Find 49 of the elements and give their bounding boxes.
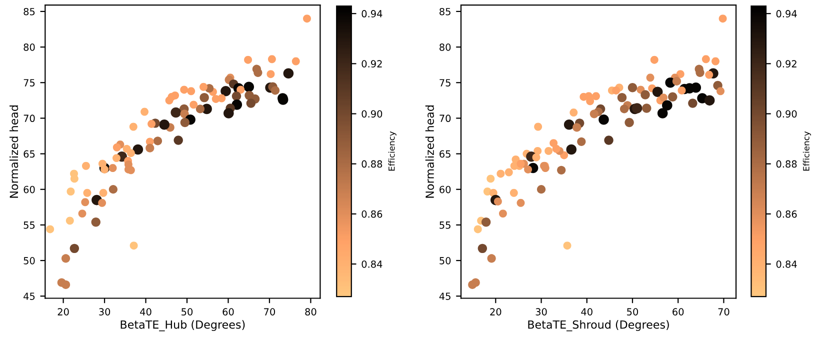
x-axis-title: BetaTE_Hub (Degrees) (120, 320, 245, 332)
y-tick-label: 85 (440, 8, 450, 16)
x-tick-label: 40 (581, 308, 592, 316)
y-tick-label: 55 (440, 222, 450, 229)
y-axis-title: Normalized head (10, 106, 18, 198)
x-tick-label: 20 (58, 308, 69, 316)
color-bar-label: 0.88 (776, 160, 797, 168)
color-bar-label: 0.90 (776, 110, 797, 118)
y-tick-label: 65 (440, 150, 450, 158)
color-bar-label: 0.84 (776, 260, 797, 268)
y-tick-label: 60 (440, 186, 451, 194)
x-tick-label: 70 (718, 308, 730, 316)
x-tick-label: 60 (672, 308, 684, 316)
x-tick-label: 50 (182, 308, 193, 316)
y-tick-label: 50 (24, 257, 35, 264)
y-tick-label: 70 (24, 114, 35, 122)
color-bar-title: Efficiency (388, 131, 396, 171)
y-tick-label: 55 (24, 222, 35, 229)
x-axis-title: BetaTE_Shroud (Degrees) (528, 320, 669, 332)
y-tick-label: 75 (24, 79, 35, 86)
color-bar-label: 0.86 (776, 210, 797, 218)
x-tick-label: 60 (222, 308, 234, 316)
color-bar-label: 0.86 (362, 210, 382, 218)
x-tick-label: 30 (99, 308, 110, 316)
color-bar-label: 0.88 (362, 160, 382, 168)
y-tick-label: 60 (24, 186, 35, 194)
y-tick-label: 75 (440, 79, 450, 86)
y-tick-label: 45 (439, 292, 450, 300)
color-bar-label: 0.92 (362, 60, 382, 68)
y-axis-title: Normalized head (425, 106, 434, 198)
color-bar-label: 0.92 (776, 60, 796, 68)
x-tick-label: 40 (140, 308, 152, 316)
y-tick-label: 50 (440, 257, 451, 264)
y-tick-label: 65 (24, 150, 35, 158)
y-tick-label: 80 (440, 44, 451, 51)
color-bar-title: Efficiency (802, 131, 811, 171)
x-tick-label: 50 (627, 308, 638, 316)
color-bar-label: 0.84 (362, 260, 382, 268)
y-tick-label: 80 (24, 44, 35, 51)
x-tick-label: 70 (264, 308, 276, 316)
color-bar-label: 0.90 (362, 110, 382, 118)
color-bar-label: 0.94 (776, 10, 797, 18)
x-tick-label: 80 (305, 308, 316, 316)
y-tick-label: 85 (24, 8, 35, 16)
x-tick-label: 30 (536, 308, 547, 316)
y-tick-label: 70 (440, 114, 451, 122)
x-tick-label: 20 (490, 308, 502, 316)
y-tick-label: 45 (24, 292, 35, 300)
color-bar-label: 0.94 (362, 10, 382, 18)
